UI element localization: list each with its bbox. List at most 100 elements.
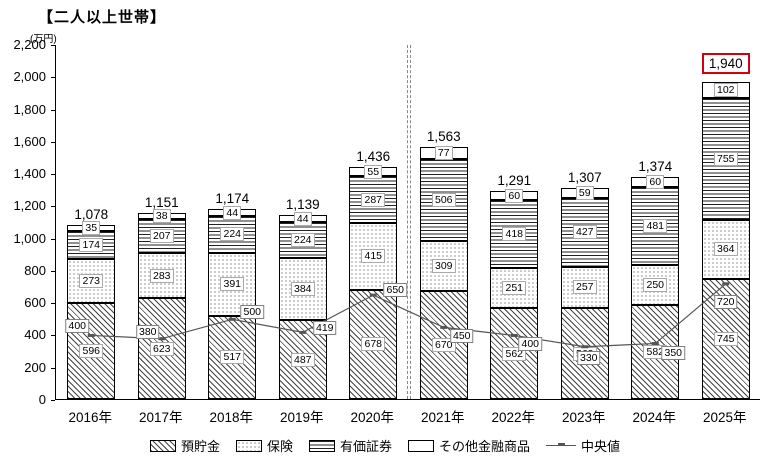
bar-segment: 670 xyxy=(419,290,468,399)
bar-segment: 224 xyxy=(208,216,257,253)
segment-value-label: 283 xyxy=(149,268,174,283)
y-tick-label: 800 xyxy=(24,262,46,278)
bar-segment: 623 xyxy=(137,298,186,399)
total-value-label: 1,436 xyxy=(356,149,391,165)
y-tick-mark xyxy=(51,335,55,337)
legend-item: その他金融商品 xyxy=(408,436,530,455)
segment-value-label: 384 xyxy=(290,282,315,297)
segment-value-label: 391 xyxy=(220,277,245,292)
axis-divider-line xyxy=(406,45,411,399)
bar-segment: 44 xyxy=(208,205,257,220)
bar-segment: 517 xyxy=(208,315,257,399)
bar-segment: 427 xyxy=(560,197,609,267)
total-value-label: 1,151 xyxy=(144,195,179,211)
segment-value-label: 55 xyxy=(364,164,383,179)
bar-segment: 257 xyxy=(560,266,609,309)
bar-segment: 174 xyxy=(67,230,116,259)
legend-item: 中央値 xyxy=(546,436,620,455)
bar-segment: 309 xyxy=(419,241,468,291)
legend-label: 有価証券 xyxy=(339,439,392,454)
legend-label: その他金融商品 xyxy=(439,439,531,454)
y-tick-label: 1,200 xyxy=(13,198,46,214)
y-tick-label: 0 xyxy=(38,392,46,407)
bar-segment: 55 xyxy=(349,164,398,179)
x-axis: 2016年 2017年 2018年 2019年 2020年 2021年 2022年 2023年… xyxy=(55,406,760,426)
x-axis-label: 2025年 xyxy=(702,410,747,425)
segment-value-label: 44 xyxy=(223,205,242,220)
legend-line-marker xyxy=(558,442,566,446)
bar: 517 391 224 44 xyxy=(208,205,257,399)
legend-item: 預貯金 xyxy=(149,436,220,455)
total-value-label: 1,174 xyxy=(215,191,250,207)
segment-value-label: 418 xyxy=(502,227,527,242)
segment-value-label: 755 xyxy=(713,152,738,167)
bar: 596 273 174 35 xyxy=(67,220,116,399)
bar-segment: 415 xyxy=(349,222,398,290)
median-value-label: 450 xyxy=(449,329,474,344)
total-value-label: 1,307 xyxy=(567,170,602,186)
segment-value-label: 38 xyxy=(152,209,171,224)
segment-value-label: 623 xyxy=(149,341,174,356)
y-tick-label: 200 xyxy=(24,359,46,375)
legend-label: 保険 xyxy=(266,439,293,454)
median-value-label: 400 xyxy=(518,337,543,352)
x-axis-label: 2023年 xyxy=(561,410,606,425)
bar-segment: 287 xyxy=(349,176,398,223)
segment-value-label: 745 xyxy=(713,331,738,346)
segment-value-label: 257 xyxy=(572,280,597,295)
segment-value-label: 60 xyxy=(646,175,665,190)
y-tick-label: 400 xyxy=(24,327,46,343)
bar: 487 384 224 44 xyxy=(278,211,327,399)
y-tick-mark xyxy=(51,141,55,143)
y-tick-label: 1,800 xyxy=(13,101,46,117)
segment-value-label: 102 xyxy=(713,83,738,97)
segment-value-label: 224 xyxy=(290,233,315,248)
y-axis-unit: (万円) xyxy=(30,34,57,45)
total-value-label: 1,291 xyxy=(497,172,532,188)
y-tick-label: 1,600 xyxy=(13,133,46,149)
y-tick-label: 1,000 xyxy=(13,230,46,246)
median-value-label: 500 xyxy=(240,305,265,320)
median-value-label: 350 xyxy=(661,345,686,360)
chart-title: 【二人以上世帯】 xyxy=(38,9,167,26)
y-tick-mark xyxy=(51,238,55,240)
bar: 623 283 207 38 xyxy=(137,209,186,399)
bar-segment: 273 xyxy=(67,258,116,303)
bar-segment: 102 xyxy=(701,81,750,99)
bar-segment: 250 xyxy=(631,264,680,306)
bar-segment: 678 xyxy=(349,289,398,399)
x-axis-label: 2016年 xyxy=(68,410,113,425)
y-tick-mark xyxy=(51,206,55,208)
total-value-label: 1,139 xyxy=(285,197,320,213)
segment-value-label: 273 xyxy=(79,273,104,288)
bar-segment: 59 xyxy=(560,186,609,201)
segment-value-label: 77 xyxy=(434,146,453,161)
segment-value-label: 506 xyxy=(431,193,456,208)
bar: 56325742759 xyxy=(560,186,609,399)
total-value-label: 1,374 xyxy=(638,159,673,175)
bar-segment: 60 xyxy=(631,175,680,190)
x-axis-label: 2018年 xyxy=(209,410,254,425)
segment-value-label: 678 xyxy=(361,337,386,352)
y-tick-mark xyxy=(51,77,55,79)
x-axis-label: 2024年 xyxy=(632,410,677,425)
bar: 582 250 481 60 xyxy=(631,175,680,399)
median-value-label: 330 xyxy=(576,350,601,365)
y-tick-label: 2,000 xyxy=(13,69,46,85)
bar-segment: 224 xyxy=(278,222,327,259)
bar-segment: 506 xyxy=(419,159,468,242)
bar-segment: 77 xyxy=(419,146,468,161)
legend-label: 中央値 xyxy=(581,439,621,454)
y-tick-mark xyxy=(51,400,55,401)
segment-value-label: 364 xyxy=(713,242,738,257)
median-value-label: 650 xyxy=(383,283,408,298)
total-value-label: 1,940 xyxy=(691,52,762,74)
legend-swatch-plain xyxy=(408,439,434,452)
bar-segment: 35 xyxy=(67,220,116,235)
legend: 預貯金 保険 有価証券 その他金融商品 中央値 xyxy=(0,436,770,455)
bar-segment: 562 xyxy=(490,308,539,399)
y-tick-mark xyxy=(51,270,55,272)
median-value-label: 419 xyxy=(312,321,337,336)
bar-segment: 44 xyxy=(278,211,327,226)
